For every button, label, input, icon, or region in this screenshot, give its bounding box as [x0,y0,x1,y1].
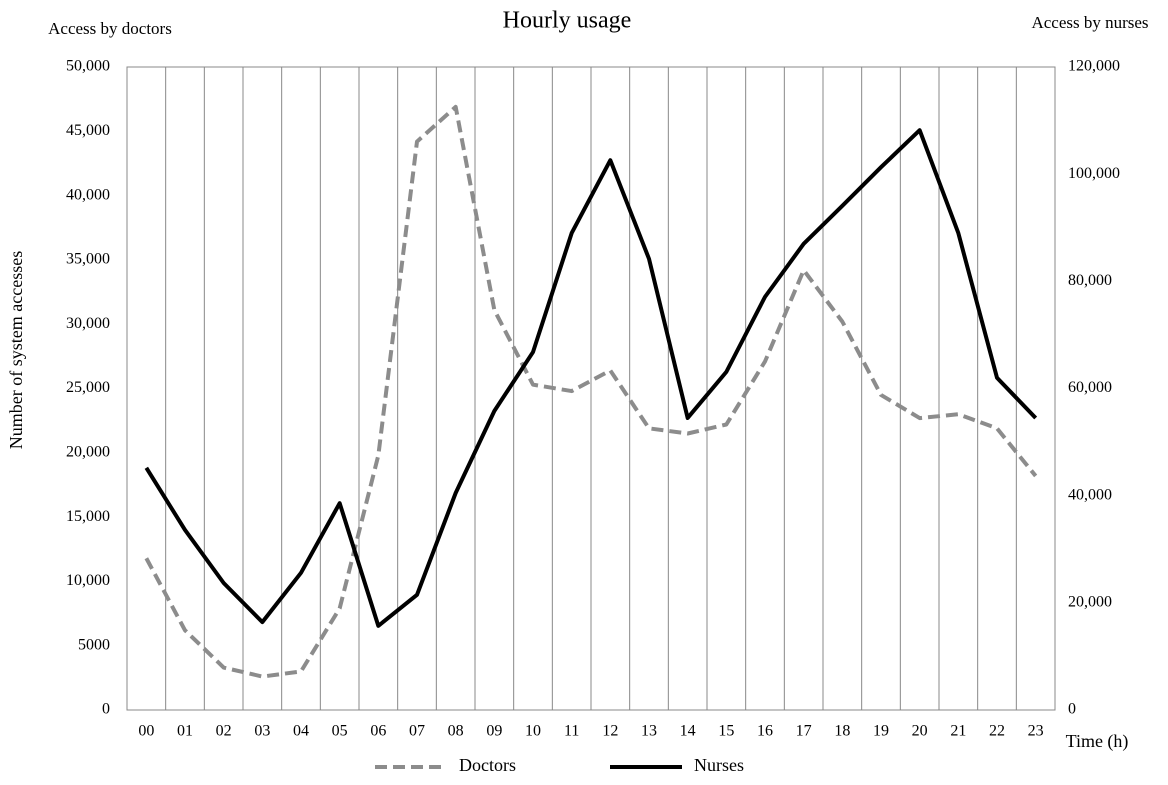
x-tick-label: 07 [409,723,425,740]
x-tick-label: 06 [370,723,386,740]
legend-label: Doctors [459,755,516,775]
y-tick-label: 35,000 [66,251,110,268]
y-tick-label: 15,000 [66,508,110,525]
x-tick-label: 00 [138,723,154,740]
x-tick-label: 03 [254,723,270,740]
x-tick-label: 02 [216,723,232,740]
x-tick-label: 08 [448,723,464,740]
x-tick-label: 05 [332,723,348,740]
y-tick-label: 50,000 [66,58,110,75]
x-tick-label: 13 [641,723,657,740]
y2-tick-label: 60,000 [1068,379,1112,396]
x-tick-label: 14 [680,723,696,740]
plot-frame [126,66,1056,711]
x-tick-label: 22 [989,723,1005,740]
y2-tick-label: 120,000 [1068,58,1120,75]
y-tick-label: 40,000 [66,186,110,203]
y-tick-label: 30,000 [66,315,110,332]
x-tick-label: 18 [834,723,850,740]
x-tick-label: 09 [486,723,502,740]
y2-tick-label: 20,000 [1068,594,1112,611]
chart-title: Hourly usage [503,8,632,34]
y2-axis-title: Access by nurses [1031,13,1148,32]
y2-tick-label: 80,000 [1068,272,1112,289]
x-tick-label: 11 [564,723,579,740]
x-label: Time (h) [1066,731,1129,752]
y2-tick-label: 100,000 [1068,165,1120,182]
x-tick-label: 21 [950,723,966,740]
y-tick-label: 5000 [78,636,110,653]
x-tick-label: 17 [796,723,812,740]
y2-tick-label: 40,000 [1068,486,1112,503]
line-series [144,128,1038,628]
x-tick-label: 20 [912,723,928,740]
x-tick-label: 10 [525,723,541,740]
y-tick-label: 0 [102,701,110,718]
x-tick-label: 16 [757,723,773,740]
x-tick-label: 23 [1028,723,1044,740]
x-tick-label: 04 [293,723,309,740]
x-tick-label: 12 [602,723,618,740]
y-tick-label: 45,000 [66,122,110,139]
y-axis-title: Access by doctors [48,19,172,38]
x-tick-label: 01 [177,723,193,740]
line-series [144,104,1038,679]
legend-label: Nurses [694,755,744,775]
y-tick-label: 20,000 [66,443,110,460]
x-tick-label: 15 [718,723,734,740]
y-label: Number of system accesses [6,251,26,449]
y-tick-label: 25,000 [66,379,110,396]
y-tick-label: 10,000 [66,572,110,589]
x-tick-label: 19 [873,723,889,740]
y2-tick-label: 0 [1068,701,1076,718]
